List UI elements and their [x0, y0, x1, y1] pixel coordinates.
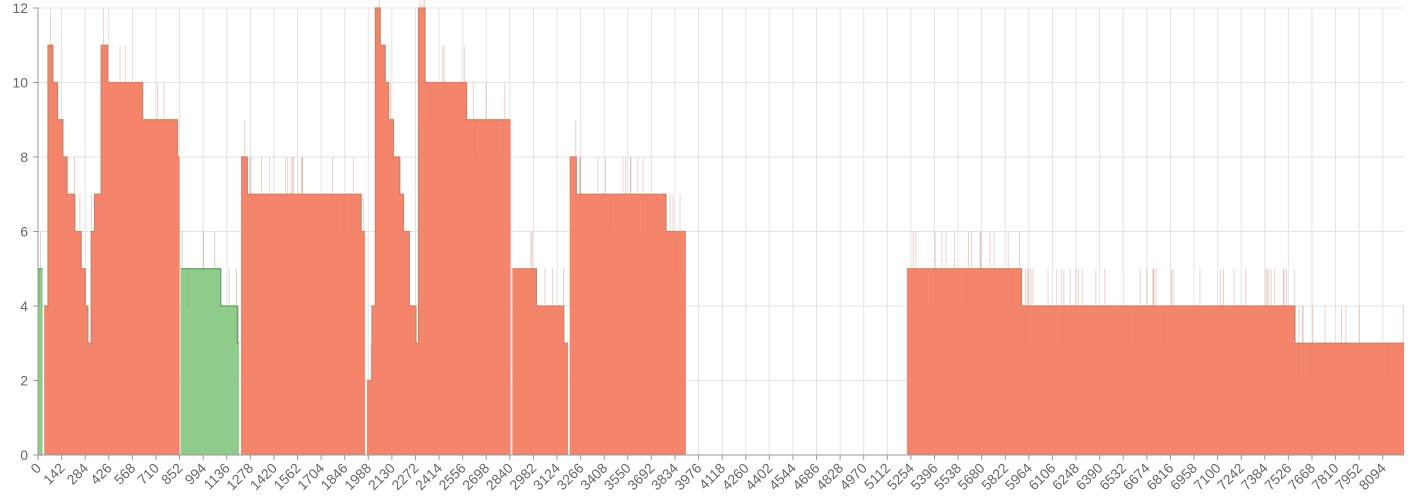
area-segment-orange: [906, 268, 1404, 455]
x-tick-label: 568: [111, 460, 139, 488]
y-tick-label: 2: [20, 373, 28, 389]
x-axis-ticks: 0142284426568710852994113612781420156217…: [27, 455, 1389, 493]
area-outline: [241, 156, 365, 233]
area-outline: [906, 268, 1404, 344]
area-segment-green: [180, 268, 240, 455]
x-tick-label: 426: [87, 460, 115, 488]
y-axis-ticks: 0 2 4 6 8 10 12: [12, 0, 38, 463]
area-outline: [180, 268, 240, 344]
area-outline: [569, 156, 686, 233]
area-segment-orange: [241, 157, 365, 455]
plot-areas: [38, 7, 1404, 456]
y-tick-label: 6: [20, 224, 28, 240]
area-segment-orange: [512, 268, 568, 455]
area-segment-orange: [44, 45, 180, 455]
area-outline: [512, 268, 568, 344]
y-tick-label: 0: [20, 447, 28, 463]
y-tick-label: 10: [12, 75, 28, 91]
area-segment-green: [38, 268, 43, 455]
noise-marks: [38, 0, 1404, 381]
x-tick-label: 710: [134, 460, 162, 488]
area-outline: [366, 7, 511, 382]
area-outline: [44, 44, 180, 344]
y-tick-label: 8: [20, 149, 28, 165]
area-segment-orange: [569, 157, 686, 455]
x-tick-label: 142: [40, 460, 68, 488]
y-tick-label: 12: [12, 0, 28, 16]
x-tick-label: 852: [158, 460, 186, 488]
y-tick-label: 4: [20, 298, 28, 314]
x-tick-label: 8094: [1356, 460, 1389, 493]
x-tick-label: 284: [63, 460, 91, 488]
